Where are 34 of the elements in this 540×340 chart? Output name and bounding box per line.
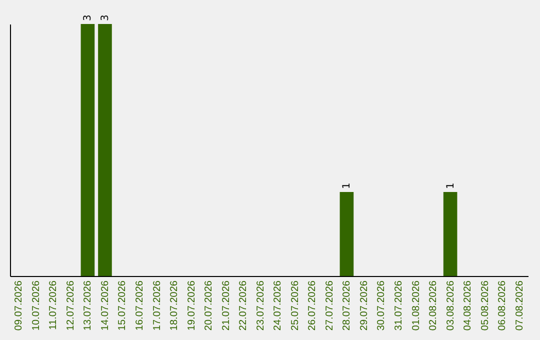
x-tick-label: 03.08.2026	[445, 280, 456, 331]
x-tick-label: 30.07.2026	[376, 280, 388, 331]
x-tick-label: 31.07.2026	[394, 280, 404, 331]
x-tick-label: 10.07.2026	[30, 280, 42, 331]
x-tick-label: 25.07.2026	[290, 280, 301, 331]
x-tick-label: 07.08.2026	[514, 280, 526, 331]
x-tick-label: 04.08.2026	[462, 280, 474, 331]
x-tick-label: 20.07.2026	[204, 280, 215, 331]
x-tick-label: 17.07.2026	[152, 280, 163, 331]
data-label: 3	[82, 14, 94, 21]
x-tick-label: 22.07.2026	[238, 280, 250, 331]
x-tick-label: 26.07.2026	[307, 280, 318, 331]
x-tick-label: 11.07.2026	[48, 280, 60, 330]
x-tick-label: 21.07.2026	[220, 280, 232, 331]
x-tick-label: 12.07.2026	[65, 280, 76, 331]
x-tick-label: 29.07.2026	[358, 280, 370, 331]
x-tick-label: 01.08.2026	[410, 280, 422, 331]
x-tick-label: 02.08.2026	[428, 280, 440, 331]
x-tick-label: 16.07.2026	[134, 280, 146, 331]
x-tick-label: 09.07.2026	[14, 280, 25, 331]
x-tick-label: 28.07.2026	[342, 280, 353, 331]
x-tick-label: 14.07.2026	[100, 280, 111, 331]
x-tick-label: 24.07.2026	[272, 280, 284, 331]
x-tick-label: 19.07.2026	[186, 280, 198, 331]
x-tick-label: 18.07.2026	[169, 280, 180, 331]
data-label: 1	[445, 182, 456, 189]
x-tick-label: 13.07.2026	[82, 280, 94, 331]
x-tick-label: 27.07.2026	[324, 280, 336, 331]
x-tick-label: 05.08.2026	[480, 280, 491, 331]
x-tick-label: 15.07.2026	[117, 280, 128, 331]
x-tick-label: 23.07.2026	[255, 280, 266, 331]
data-label: 3	[100, 14, 111, 21]
data-label: 1	[342, 182, 353, 189]
x-tick-label: 06.08.2026	[497, 280, 508, 331]
